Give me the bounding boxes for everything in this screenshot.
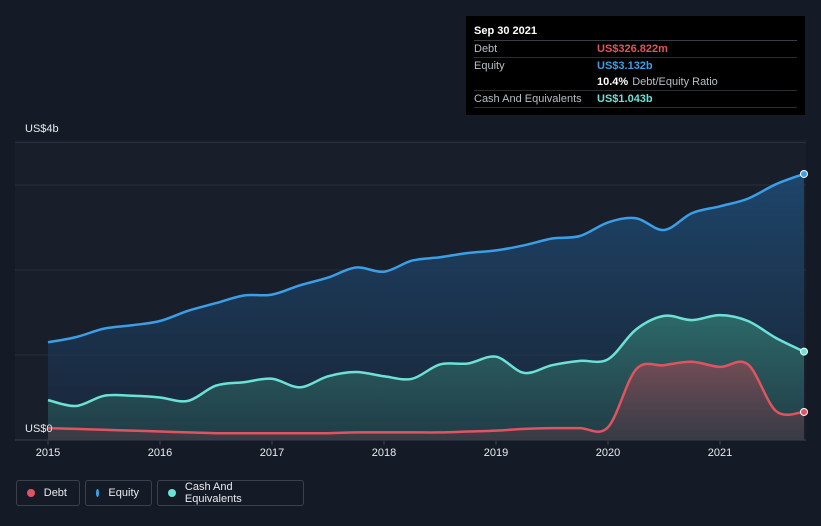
debt-legend-dot: [27, 489, 35, 497]
x-axis-ticks: 2015 2016 2017 2018 2019 2020 2021: [36, 440, 732, 459]
legend-item-debt[interactable]: Debt: [16, 480, 80, 506]
legend-debt-label: Debt: [43, 487, 67, 499]
tooltip-debt-value: US$326.822m: [597, 43, 668, 55]
series-lines: [47, 172, 805, 435]
series-areas: [48, 173, 804, 440]
tooltip-ratio-label: Debt/Equity Ratio: [632, 76, 718, 88]
y-axis-top-label: US$4b: [25, 123, 59, 135]
tooltip-debt-label: Debt: [474, 43, 498, 55]
equity-legend-dot: [96, 489, 100, 497]
x-tick-label-2015: 2015: [36, 447, 60, 459]
tooltip-equity-value: US$3.132b: [597, 60, 653, 72]
legend-item-equity[interactable]: Equity: [85, 480, 152, 506]
x-tick-label-2016: 2016: [148, 447, 172, 459]
tooltip-equity-label: Equity: [474, 60, 505, 72]
tooltip-ratio-row: 10.4% Debt/Equity Ratio: [474, 74, 797, 91]
tooltip-equity-row: Equity US$3.132b: [474, 58, 797, 74]
debt-area: [48, 361, 804, 440]
cash-line: [47, 313, 805, 408]
tooltip-cash-value: US$1.043b: [597, 93, 653, 105]
cash-area: [48, 315, 804, 440]
x-tick-label-2019: 2019: [484, 447, 508, 459]
equity-line: [47, 172, 805, 344]
tooltip-cash-row: Cash And Equivalents US$1.043b: [474, 91, 797, 108]
x-tick-label-2018: 2018: [372, 447, 396, 459]
tooltip-ratio-value: 10.4%: [597, 76, 629, 88]
x-tick-label-2021: 2021: [708, 447, 732, 459]
series-endpoints: [800, 169, 808, 416]
cash-endpoint: [800, 347, 808, 356]
y-axis-bottom-label: US$0: [25, 423, 53, 435]
legend-equity-label: Equity: [108, 487, 139, 499]
debt-endpoint: [800, 407, 808, 416]
debt-line: [47, 360, 805, 435]
tooltip-cash-label: Cash And Equivalents: [474, 93, 582, 105]
tooltip-debt-row: Debt US$326.822m: [474, 41, 797, 58]
legend-cash-label: Cash And Equivalents: [184, 481, 242, 505]
x-tick-label-2017: 2017: [260, 447, 284, 459]
tooltip-panel: Sep 30 2021 Debt US$326.822m Equity US$3…: [466, 16, 805, 115]
x-tick-label-2020: 2020: [596, 447, 620, 459]
tooltip-date: Sep 30 2021: [474, 22, 797, 41]
legend-item-cash[interactable]: Cash And Equivalents: [157, 480, 304, 506]
cash-legend-dot: [168, 489, 176, 497]
equity-endpoint: [800, 169, 808, 178]
